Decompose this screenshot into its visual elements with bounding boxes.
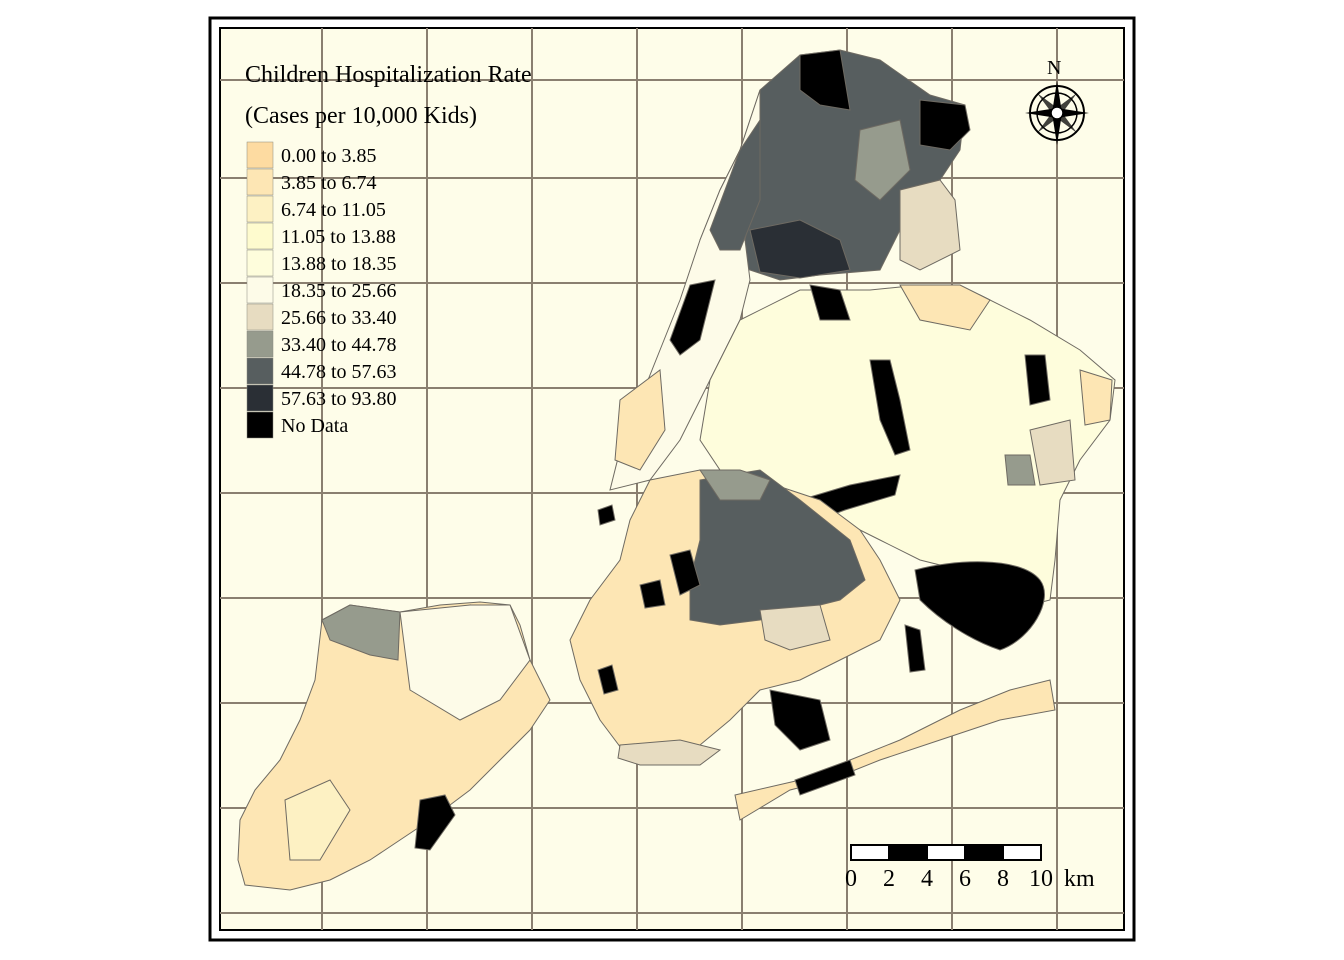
legend-label: 3.85 to 6.74 — [281, 172, 377, 194]
scale-seg-3 — [964, 844, 1004, 861]
scale-seg-2 — [926, 844, 966, 861]
legend-label: 11.05 to 13.88 — [281, 226, 396, 248]
region-manhattan-harlem — [669, 279, 716, 356]
scale-tick-10: 10 — [1029, 866, 1053, 892]
legend-label: 57.63 to 93.80 — [281, 388, 397, 410]
legend-swatch — [246, 276, 274, 304]
legend-label: 33.40 to 44.78 — [281, 334, 397, 356]
scale-seg-1 — [888, 844, 928, 861]
region-floyd-bennett — [769, 689, 831, 751]
scale-tick-0: 0 — [845, 866, 857, 892]
region-jfk-airport — [914, 561, 1045, 651]
scale-seg-0 — [850, 844, 890, 861]
region-queens-black-3 — [1024, 354, 1051, 406]
region-bronx-mid — [854, 119, 911, 201]
region-bronx-south — [749, 219, 851, 279]
scale-tick-2: 2 — [883, 866, 895, 892]
region-brooklyn-beach — [617, 739, 722, 766]
map-title-line2: (Cases per 10,000 Kids) — [245, 103, 477, 129]
region-rockaway-black — [794, 759, 856, 796]
region-bronx-north — [799, 49, 851, 111]
legend-swatch — [246, 330, 274, 358]
legend-swatch — [246, 384, 274, 412]
legend-label: 44.78 to 57.63 — [281, 361, 397, 383]
legend-swatch — [246, 195, 274, 223]
legend-swatch — [246, 141, 274, 169]
scale-tick-6: 6 — [959, 866, 971, 892]
legend-swatch — [246, 357, 274, 385]
region-small-island — [597, 504, 616, 526]
region-bronx-east — [899, 179, 961, 271]
legend: 0.00 to 3.85 3.85 to 6.74 6.74 to 11.05 11.… — [246, 141, 397, 439]
region-queens-tan-3 — [1079, 369, 1113, 426]
region-queens-tan-1 — [899, 284, 991, 331]
scale-bar: 0 2 4 6 8 10 km — [845, 844, 1095, 892]
region-brooklyn-south-tan — [759, 604, 831, 651]
legend-label: 18.35 to 25.66 — [281, 280, 397, 302]
scale-tick-8: 8 — [997, 866, 1009, 892]
scale-unit: km — [1064, 866, 1095, 892]
region-brooklyn-black-1 — [669, 549, 701, 596]
legend-label: 6.74 to 11.05 — [281, 199, 386, 221]
region-si-east — [399, 604, 531, 721]
legend-label: No Data — [281, 415, 348, 437]
legend-swatch — [246, 411, 274, 439]
north-arrow: N — [1025, 57, 1089, 145]
borough-regions — [237, 49, 1116, 891]
legend-swatch — [246, 222, 274, 250]
region-si-south-black — [414, 794, 456, 851]
legend-label: 13.88 to 18.35 — [281, 253, 397, 275]
region-bay-islands — [904, 624, 926, 673]
region-si-south — [284, 779, 351, 861]
region-bronx-ne — [919, 99, 971, 151]
region-manhattan-upper — [709, 118, 761, 251]
region-queens-black-2 — [809, 284, 851, 321]
legend-label: 25.66 to 33.40 — [281, 307, 397, 329]
region-brooklyn-black-2 — [639, 579, 666, 609]
region-manhattan-lower — [614, 369, 666, 471]
region-queens-black-1 — [869, 359, 911, 456]
legend-swatch — [246, 249, 274, 277]
legend-swatch — [246, 168, 274, 196]
map-title-line1: Children Hospitalization Rate — [245, 62, 532, 88]
legend-label: 0.00 to 3.85 — [281, 145, 377, 167]
north-label: N — [1047, 57, 1061, 79]
region-queens-tan-2 — [1029, 419, 1076, 486]
region-brooklyn-north-gray — [699, 469, 771, 501]
region-queens-gray — [1004, 454, 1036, 486]
region-brooklyn-west-black — [597, 664, 619, 695]
compass-rose-icon — [1025, 81, 1089, 145]
scale-tick-4: 4 — [921, 866, 933, 892]
legend-swatch — [246, 303, 274, 331]
region-si-north-west — [321, 604, 401, 661]
scale-seg-4 — [1002, 844, 1042, 861]
